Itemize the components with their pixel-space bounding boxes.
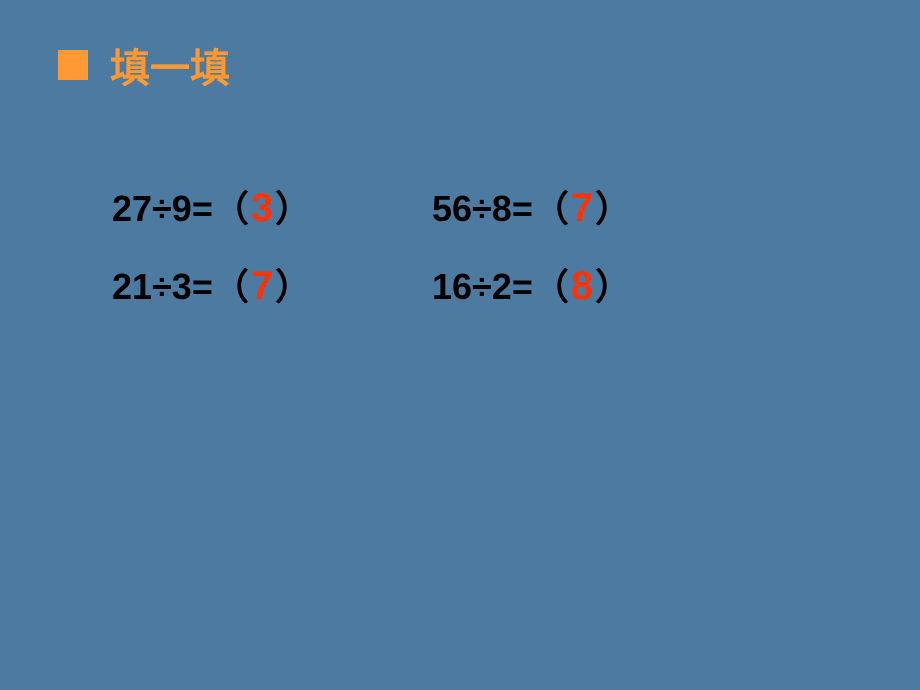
answer-value: 3: [249, 186, 275, 231]
expression-text: 16÷2=（: [432, 258, 569, 310]
slide-header: 填一填: [58, 36, 230, 94]
problem-item: 27÷9=（3）: [112, 180, 432, 232]
problem-row: 27÷9=（3） 56÷8=（7）: [112, 180, 752, 232]
answer-value: 7: [569, 186, 595, 231]
expression-text: 27÷9=（: [112, 180, 249, 232]
problem-item: 56÷8=（7）: [432, 180, 752, 232]
problems-container: 27÷9=（3） 56÷8=（7） 21÷3=（7） 16÷2=（8）: [112, 180, 752, 336]
expression-text: 56÷8=（: [432, 180, 569, 232]
problem-row: 21÷3=（7） 16÷2=（8）: [112, 258, 752, 310]
answer-value: 8: [569, 264, 595, 309]
close-paren: ）: [595, 258, 631, 310]
problem-item: 21÷3=（7）: [112, 258, 432, 310]
bullet-square-icon: [58, 50, 88, 80]
slide-title: 填一填: [110, 36, 230, 94]
problem-item: 16÷2=（8）: [432, 258, 752, 310]
answer-value: 7: [249, 264, 275, 309]
close-paren: ）: [275, 258, 311, 310]
close-paren: ）: [275, 180, 311, 232]
expression-text: 21÷3=（: [112, 258, 249, 310]
close-paren: ）: [595, 180, 631, 232]
